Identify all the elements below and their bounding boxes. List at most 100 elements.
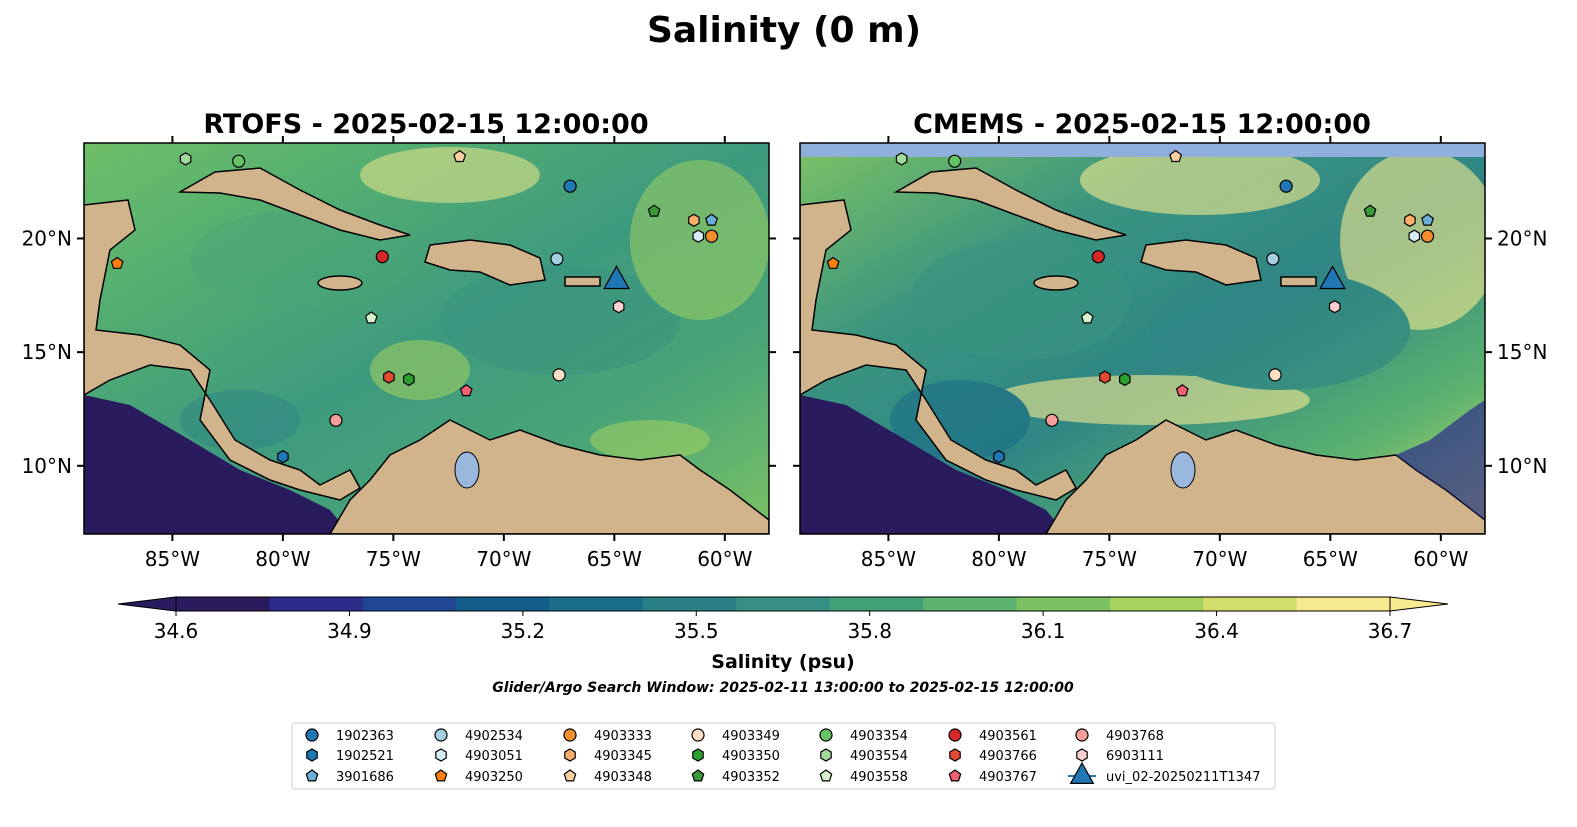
argo-float-marker [1421, 213, 1435, 226]
legend-marker [563, 769, 577, 782]
suptitle: Salinity (0 m) [647, 10, 921, 51]
legend-label: 4903767 [979, 770, 1037, 785]
colorbar-tick-label: 36.1 [1021, 619, 1066, 643]
legend-label: 4903558 [850, 770, 908, 785]
lon-tick-label: 65°W [587, 547, 642, 571]
glider-marker [1319, 265, 1346, 290]
argo-float-marker [1363, 204, 1377, 217]
argo-float-marker [1045, 413, 1059, 427]
lake-maracaibo [454, 451, 480, 489]
argo-float-marker [1408, 229, 1421, 243]
argo-float-marker [1099, 370, 1111, 384]
float-markers-rtofs [110, 149, 719, 464]
colorbar-tick-label: 35.5 [674, 619, 719, 643]
colorbar-extend-high [1389, 596, 1449, 612]
lon-tick-label: 60°W [697, 547, 752, 571]
legend-label: 4903768 [1106, 729, 1164, 744]
argo-float-marker [948, 154, 962, 168]
argo-float-marker [1118, 372, 1131, 387]
argo-float-marker [403, 372, 415, 387]
legend-marker [305, 728, 319, 742]
argo-float-marker [704, 229, 719, 243]
legend-label: 4903051 [465, 749, 523, 764]
legend-marker [306, 748, 318, 762]
argo-float-marker [364, 311, 378, 324]
legend: 1902363 1902521 3901686 4902534 4903051 49032… [291, 722, 1276, 790]
lon-tick-label: 85°W [861, 547, 916, 571]
argo-float-marker [1175, 384, 1189, 397]
map-frame-cmems [799, 142, 1486, 535]
colorbar-segment [642, 597, 737, 611]
lon-tick-label: 75°W [366, 547, 421, 571]
legend-glider-marker [1069, 761, 1095, 785]
argo-float-marker [563, 179, 577, 193]
land-cuba [893, 167, 1127, 241]
lat-tick-label: 10°N [22, 454, 72, 478]
argo-float-marker [1268, 368, 1282, 382]
lat-tick-label: 20°N [22, 226, 72, 250]
argo-float-marker [1266, 252, 1280, 266]
argo-float-marker [277, 450, 289, 464]
legend-marker [1075, 728, 1089, 742]
colorbar-segments [176, 597, 1391, 611]
legend-marker [563, 728, 577, 742]
legend-marker [434, 728, 448, 742]
pacific-ocean [800, 395, 1066, 534]
colorbar-segment [1203, 597, 1298, 611]
argo-float-marker [179, 152, 192, 166]
argo-float-marker [612, 300, 625, 314]
panel-title-rtofs: RTOFS - 2025-02-15 12:00:00 [203, 109, 648, 140]
land-jamaica [317, 275, 363, 291]
land-jamaica [1033, 275, 1079, 291]
colorbar-segment [549, 597, 644, 611]
colorbar-extend-low [117, 596, 177, 612]
legend-label: 3901686 [336, 770, 394, 785]
argo-float-marker [1328, 300, 1341, 314]
argo-float-marker [453, 149, 467, 163]
argo-float-marker [459, 384, 473, 397]
lat-ticks-rtofs: 10°N 15°N 20°N [22, 226, 776, 478]
argo-float-marker [1404, 213, 1416, 227]
legend-marker [305, 769, 319, 782]
legend-marker [691, 769, 705, 782]
salinity-eddies [890, 145, 1485, 460]
argo-float-marker [1080, 311, 1094, 324]
land-central-america [800, 199, 1078, 501]
argo-float-marker [329, 413, 343, 427]
lon-tick-label: 70°W [1192, 547, 1247, 571]
glider-marker [603, 265, 630, 290]
legend-label: 4903333 [594, 729, 652, 744]
lon-tick-label: 60°W [1413, 547, 1468, 571]
legend-marker [435, 748, 447, 762]
legend-label: 4903250 [465, 770, 523, 785]
lat-tick-label: 10°N [1497, 454, 1547, 478]
coastal-low-salinity [1396, 400, 1485, 520]
argo-float-marker [383, 370, 395, 384]
panel-title-cmems: CMEMS - 2025-02-15 12:00:00 [913, 109, 1371, 140]
legend-label: 4903561 [979, 729, 1037, 744]
legend-label: 4903554 [850, 749, 908, 764]
legend-label: 4903352 [722, 770, 780, 785]
legend-label: 4903345 [594, 749, 652, 764]
argo-float-marker [688, 213, 700, 227]
lon-tick-label: 80°W [971, 547, 1026, 571]
land-puerto-rico [564, 276, 601, 287]
legend-label: 4903350 [722, 749, 780, 764]
legend-label: 4903349 [722, 729, 780, 744]
argo-float-marker [647, 204, 661, 217]
legend-frame [291, 722, 1276, 790]
map-panel-cmems: CMEMS - 2025-02-15 12:00:00 85° [793, 109, 1547, 571]
argo-float-marker [993, 450, 1005, 464]
legend-marker [691, 728, 705, 742]
argo-float-marker [1169, 149, 1183, 163]
land-hispaniola [424, 239, 546, 286]
lon-tick-label: 85°W [145, 547, 200, 571]
legend-marker [820, 748, 832, 762]
argo-float-marker [1420, 229, 1435, 243]
argo-float-marker [705, 213, 719, 226]
no-data-band [800, 143, 1485, 157]
land-south-america [329, 419, 769, 534]
colorbar-segment [456, 597, 551, 611]
land-hispaniola [1140, 239, 1262, 286]
lon-tick-label: 65°W [1303, 547, 1358, 571]
